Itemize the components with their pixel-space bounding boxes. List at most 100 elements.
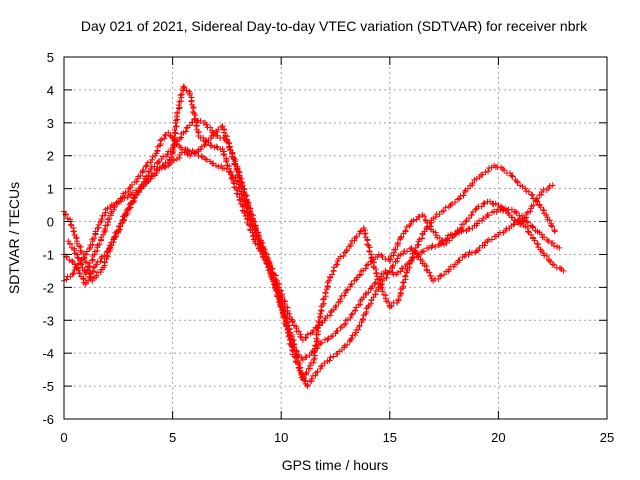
y-tick-label: 4 [47, 83, 54, 98]
trace-marker [244, 204, 251, 211]
trace-marker [238, 184, 245, 191]
trace-marker [252, 226, 259, 233]
x-axis-label: GPS time / hours [282, 457, 389, 473]
trace-marker [107, 242, 114, 249]
trace-marker [161, 163, 168, 170]
x-tick-label: 25 [600, 430, 614, 445]
trace-marker [139, 168, 146, 175]
trace-marker [399, 279, 406, 286]
trace-marker [168, 154, 175, 161]
trace-marker [387, 256, 394, 263]
trace-marker [392, 246, 399, 253]
plot-frame [63, 56, 608, 420]
data-point [100, 231, 107, 238]
trace-marker [72, 264, 79, 271]
trace-marker [97, 218, 104, 225]
trace-marker [411, 248, 418, 255]
y-tick-label: -4 [42, 346, 54, 361]
trace-marker [485, 212, 492, 219]
trace-marker [329, 332, 336, 339]
trace-marker [70, 270, 77, 277]
trace-marker [394, 239, 401, 246]
data-point [512, 208, 519, 215]
trace-marker [202, 138, 209, 145]
trace-marker [403, 248, 410, 255]
data-point [71, 261, 78, 268]
trace-marker [142, 163, 149, 170]
trace-marker [457, 192, 464, 199]
trace-marker [466, 225, 473, 232]
trace-marker [125, 188, 132, 195]
trace-marker [348, 335, 355, 342]
trace-marker [481, 200, 488, 207]
trace-marker [327, 312, 334, 319]
trace-marker [154, 159, 161, 166]
y-tick-label: -6 [42, 412, 54, 427]
trace-marker [315, 318, 322, 325]
trace-marker [106, 215, 113, 222]
trace-marker [394, 269, 401, 276]
trace-marker [173, 123, 180, 130]
data-point [325, 277, 332, 284]
trace-marker [538, 191, 545, 198]
trace-marker [363, 241, 370, 248]
trace-marker [544, 236, 551, 243]
trace-marker [440, 207, 447, 214]
trace-marker [324, 279, 331, 286]
trace-marker [531, 237, 538, 244]
trace-marker [93, 272, 100, 279]
trace-marker [225, 139, 232, 146]
trace-marker [303, 370, 310, 377]
trace-marker [472, 206, 479, 213]
trace-marker [311, 348, 318, 355]
trace-marker [77, 247, 84, 254]
data-point [371, 281, 378, 288]
data-point [104, 205, 111, 212]
trace-marker [98, 216, 105, 223]
trace-marker [101, 259, 108, 266]
trace-marker [359, 315, 366, 322]
grid [64, 57, 607, 419]
trace-marker [67, 221, 74, 228]
trace-marker [189, 108, 196, 115]
trace-marker [86, 246, 93, 253]
data-point [397, 251, 404, 258]
trace-marker [297, 367, 304, 374]
trace-marker [86, 273, 93, 280]
trace-marker [117, 223, 124, 230]
trace-marker [182, 128, 189, 135]
trace-marker [480, 200, 487, 207]
trace-marker [524, 209, 531, 216]
trace-marker [176, 135, 183, 142]
trace-marker [81, 268, 88, 275]
data-point [549, 182, 556, 189]
trace-marker [92, 228, 99, 235]
trace-marker [172, 130, 179, 137]
data-point [241, 192, 248, 199]
data-point [517, 221, 524, 228]
trace-marker [215, 163, 222, 170]
trace-marker [320, 296, 327, 303]
trace-marker [76, 270, 83, 277]
trace-marker [426, 269, 433, 276]
trace-marker [101, 212, 108, 219]
trace-marker [207, 124, 214, 131]
trace-marker [237, 178, 244, 185]
trace-marker [333, 261, 340, 268]
trace-marker [523, 188, 530, 195]
trace-marker [207, 142, 214, 149]
trace-marker [453, 230, 460, 237]
trace-marker [201, 142, 208, 149]
trace-marker [119, 194, 126, 201]
data-point [91, 251, 98, 258]
trace-marker [355, 301, 362, 308]
trace-marker [303, 334, 310, 341]
trace-marker [135, 188, 142, 195]
trace-marker [549, 223, 556, 230]
trace-marker [289, 318, 296, 325]
trace-marker [356, 272, 363, 279]
trace-marker [443, 240, 450, 247]
trace-marker [259, 243, 266, 250]
trace-marker [171, 127, 178, 134]
trace-marker [524, 219, 531, 226]
